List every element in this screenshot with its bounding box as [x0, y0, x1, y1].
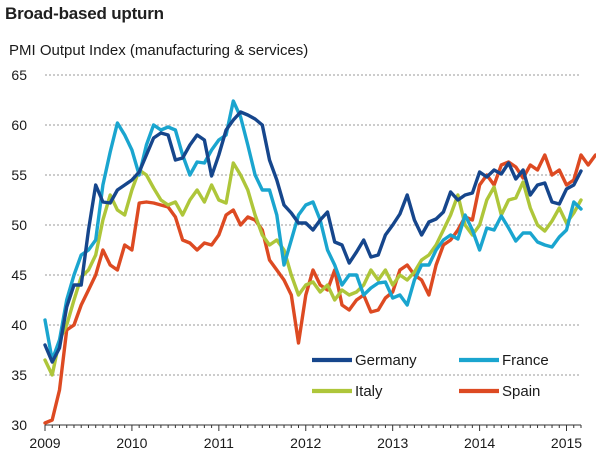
legend: Germany France Italy Spain [312, 352, 549, 400]
x-axis: 2009 2010 2011 2012 2013 2014 2015 [29, 424, 582, 451]
x-tick-label: 2014 [464, 435, 495, 451]
y-tick-label: 30 [11, 417, 27, 433]
series-lines [43, 99, 596, 425]
y-tick-label: 40 [11, 317, 27, 333]
x-tick-label: 2015 [551, 435, 582, 451]
x-tick-label: 2011 [204, 435, 234, 451]
x-tick-label: 2010 [116, 435, 147, 451]
series-line-italy [43, 161, 583, 377]
legend-label-italy: Italy [355, 383, 383, 400]
y-tick-label: 65 [11, 67, 27, 83]
y-tick-label: 55 [11, 167, 27, 183]
x-tick-label: 2013 [377, 435, 408, 451]
y-axis-label: PMI Output Index (manufacturing & servic… [9, 42, 308, 59]
y-tick-label: 50 [11, 217, 27, 233]
legend-label-germany: Germany [355, 352, 417, 369]
y-tick-label: 45 [11, 267, 27, 283]
series-line-spain [43, 153, 596, 425]
y-tick-label: 60 [11, 117, 27, 133]
series-line-germany [43, 110, 583, 364]
y-tick-label: 35 [11, 367, 27, 383]
gridlines [45, 74, 581, 426]
chart-title: Broad-based upturn [5, 4, 164, 23]
x-tick-label: 2012 [290, 435, 321, 451]
x-tick-label: 2009 [29, 435, 60, 451]
legend-label-france: France [502, 352, 549, 369]
y-tick-labels: 30 35 40 45 50 55 60 65 [11, 67, 27, 433]
legend-label-spain: Spain [502, 383, 540, 400]
series-line-france [43, 99, 583, 362]
